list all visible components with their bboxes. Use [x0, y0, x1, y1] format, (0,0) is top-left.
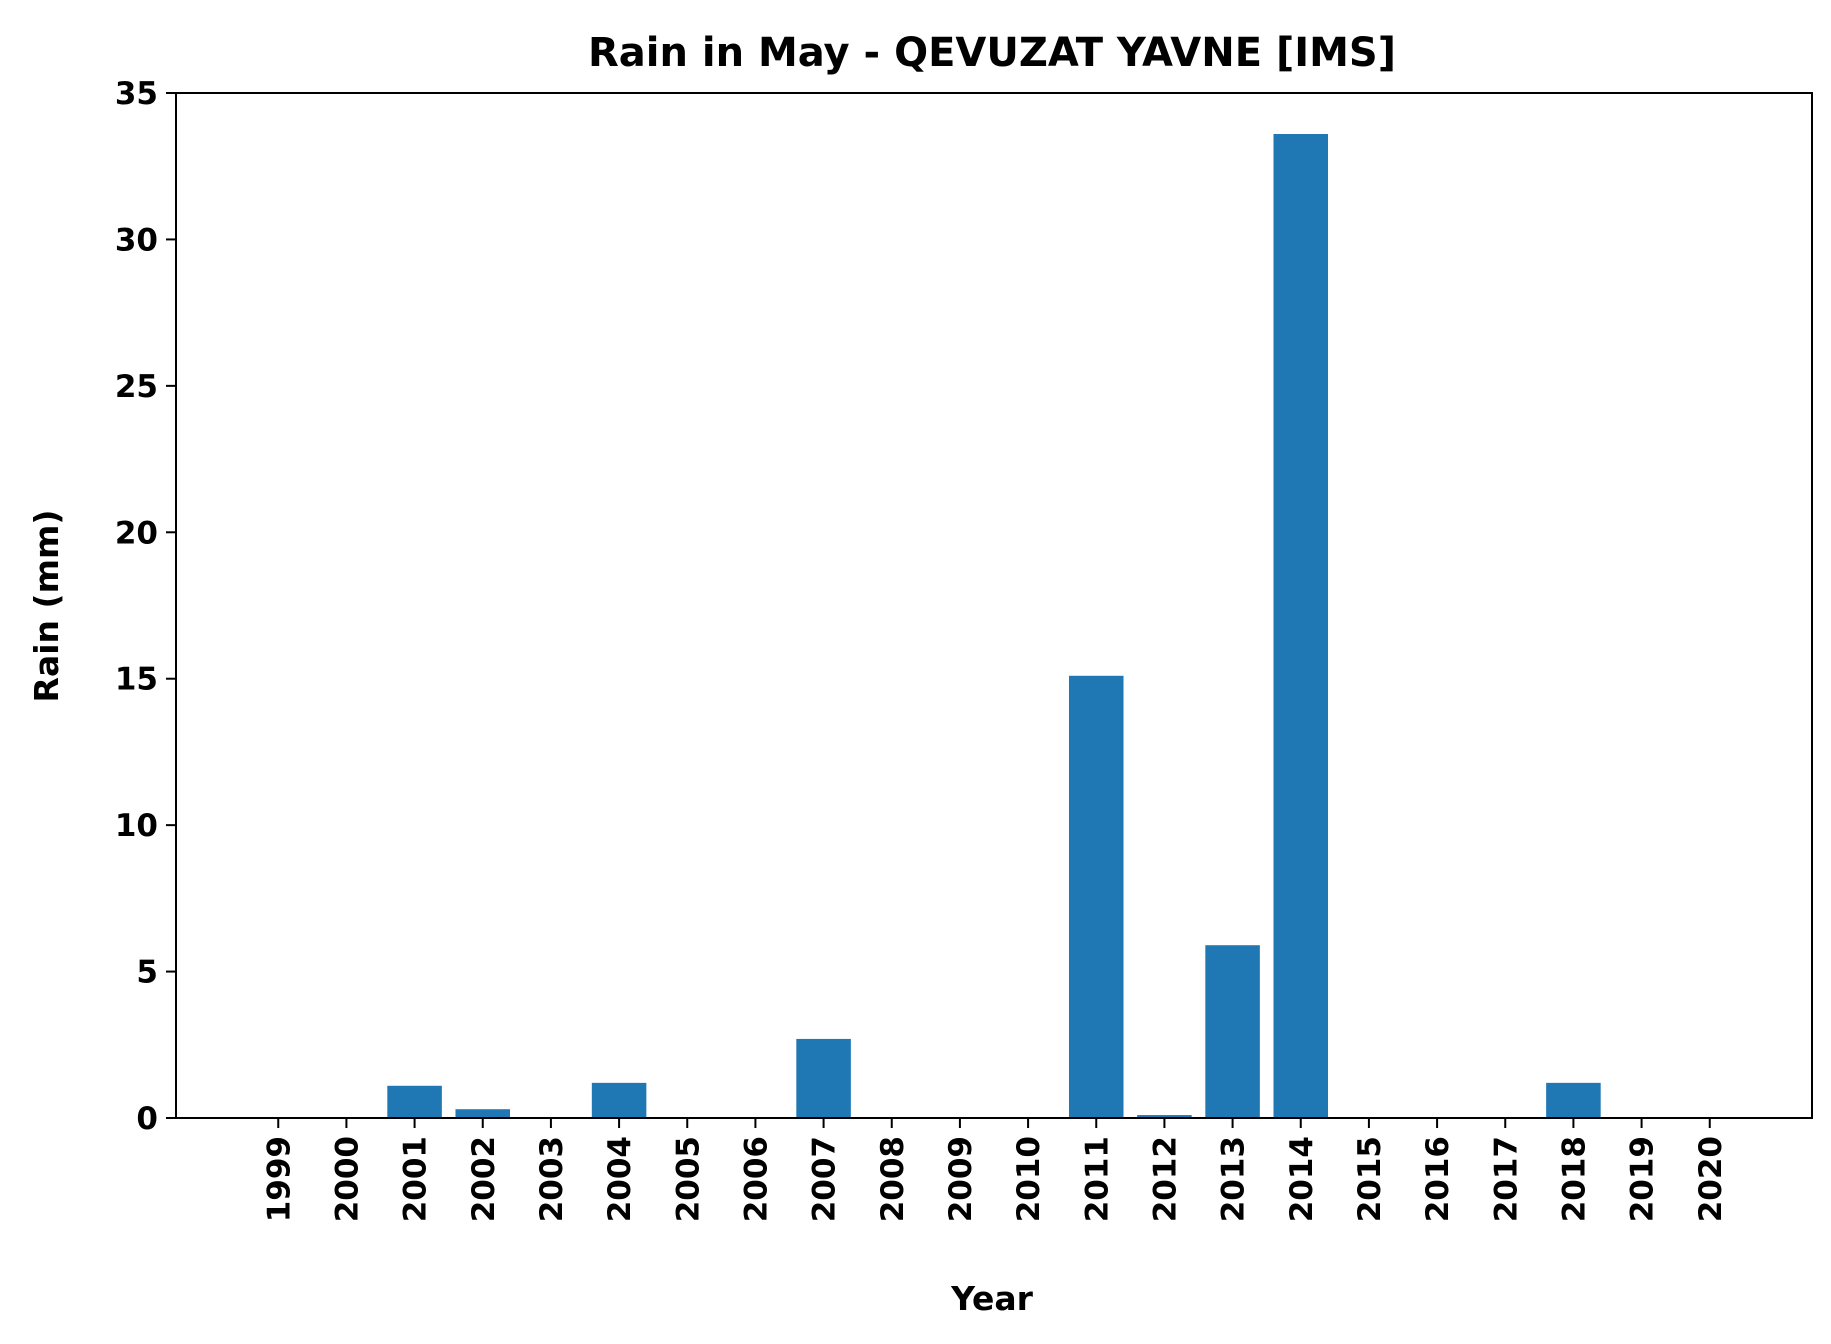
x-tick-label: 2015 — [1352, 1136, 1388, 1222]
x-tick-label: 2001 — [398, 1136, 434, 1222]
y-axis-ticks: 0 5 10 15 20 25 30 35 — [115, 76, 176, 1137]
x-tick-label: 2020 — [1693, 1136, 1729, 1222]
x-tick-label: 2002 — [466, 1136, 502, 1222]
bar-2014 — [1273, 134, 1329, 1118]
bars-group — [387, 134, 1601, 1118]
x-tick-label: 2014 — [1284, 1136, 1320, 1222]
y-tick-label: 15 — [115, 662, 158, 698]
y-tick-label: 35 — [115, 76, 158, 112]
y-tick-label: 20 — [115, 515, 158, 551]
plot-area-frame — [175, 92, 1813, 1119]
x-tick-label: 2004 — [602, 1136, 638, 1222]
x-axis-label: Year — [950, 1279, 1034, 1318]
bar-2004 — [591, 1082, 647, 1118]
x-tick-label: 2018 — [1556, 1136, 1592, 1222]
bar-2002 — [455, 1109, 511, 1118]
y-axis-label: Rain (mm) — [27, 510, 66, 703]
x-tick-label: 2000 — [329, 1136, 365, 1222]
y-tick-label: 30 — [115, 222, 158, 258]
x-tick-label: 2008 — [875, 1136, 911, 1222]
x-tick-label: 2017 — [1488, 1136, 1524, 1222]
bar-2018 — [1546, 1082, 1601, 1118]
y-tick-label: 5 — [136, 955, 158, 991]
chart-title: Rain in May - QEVUZAT YAVNE [IMS] — [588, 30, 1396, 76]
x-tick-label: 2016 — [1420, 1136, 1456, 1222]
x-tick-label: 2005 — [670, 1136, 706, 1222]
x-tick-label: 2019 — [1625, 1136, 1661, 1222]
x-tick-label: 1999 — [261, 1136, 297, 1222]
x-tick-label: 2003 — [534, 1136, 570, 1222]
y-tick-label: 25 — [115, 369, 158, 405]
x-tick-label: 2012 — [1147, 1136, 1183, 1222]
y-tick-label: 0 — [136, 1101, 158, 1137]
x-tick-label: 2009 — [943, 1136, 979, 1222]
bar-2012 — [1137, 1115, 1192, 1118]
x-axis-ticks: 1999 2000 2001 2002 2003 2004 2005 2006 2007 2008… — [261, 1118, 1729, 1222]
y-tick-label: 10 — [115, 808, 158, 844]
bar-2007 — [796, 1038, 851, 1118]
bar-2013 — [1205, 945, 1260, 1118]
x-tick-label: 2013 — [1216, 1136, 1252, 1222]
bar-2001 — [387, 1085, 442, 1118]
x-tick-label: 2006 — [738, 1136, 774, 1222]
bar-2011 — [1068, 675, 1124, 1118]
x-tick-label: 2007 — [807, 1136, 843, 1222]
x-tick-label: 2010 — [1011, 1136, 1047, 1222]
x-tick-label: 2011 — [1079, 1136, 1115, 1222]
